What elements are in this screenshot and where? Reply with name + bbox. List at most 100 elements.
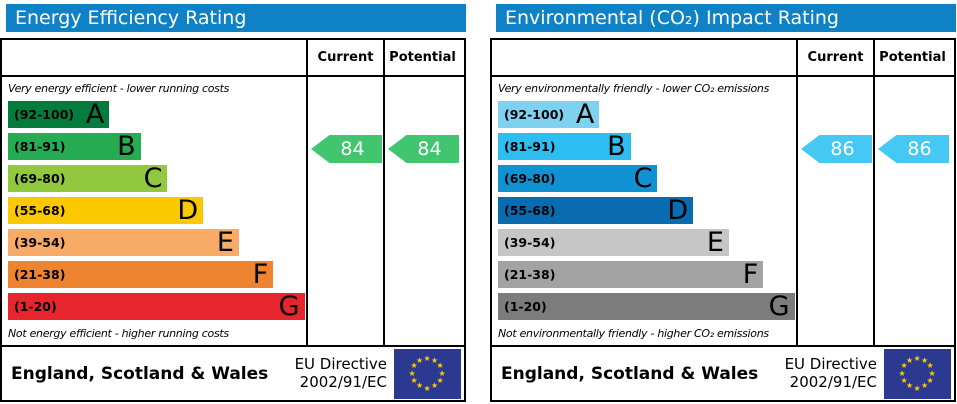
band-range-label: (81-91): [504, 139, 556, 154]
band-bar: (81-91) B: [8, 133, 141, 160]
band-letter: B: [117, 130, 136, 162]
band-letter: E: [706, 226, 724, 258]
band-letter: A: [575, 98, 595, 130]
band-row-b: (81-91) B: [498, 133, 796, 160]
eu-star-icon: ★: [416, 381, 424, 391]
eu-directive-line1: EU Directive: [784, 355, 877, 374]
eu-star-icon: ★: [410, 376, 418, 385]
band-letter: D: [667, 194, 689, 226]
chart-footer: England, Scotland & Wales EU Directive 2…: [492, 345, 954, 400]
eu-star-icon: ★: [416, 355, 424, 365]
eu-star-icon: ★: [438, 368, 446, 378]
band-letter: B: [607, 130, 626, 162]
band-row-a: (92-100) A: [8, 101, 306, 128]
environmental-impact-panel: Environmental (CO₂) Impact Rating Curren…: [490, 4, 956, 404]
eu-star-icon: ★: [408, 368, 416, 378]
band-bar: (81-91) B: [498, 133, 631, 160]
band-bar: (21-38) F: [8, 258, 274, 290]
band-letter: F: [742, 258, 759, 290]
potential-rating-arrow: 86: [878, 135, 949, 163]
band-row-f: (21-38) F: [8, 261, 306, 288]
current-rating-arrow: 86: [801, 135, 872, 163]
band-row-e: (39-54) E: [8, 229, 306, 256]
chart-body: Very energy efficient - lower running co…: [2, 77, 464, 345]
potential-column: 84: [383, 77, 460, 345]
eu-star-icon: ★: [926, 376, 934, 385]
band-bar: (92-100) A: [498, 98, 600, 130]
potential-rating-arrow: 84: [388, 135, 459, 163]
band-letter: E: [216, 226, 234, 258]
band-row-e: (39-54) E: [498, 229, 796, 256]
header-spacer: [492, 40, 796, 75]
potential-column-header: Potential: [383, 40, 460, 75]
eu-directive-line1: EU Directive: [294, 355, 387, 374]
header-spacer: [2, 40, 306, 75]
band-range-label: (81-91): [14, 139, 66, 154]
panel-title: Environmental (CO₂) Impact Rating: [496, 4, 956, 32]
band-range-label: (1-20): [504, 299, 547, 314]
band-letter: G: [278, 290, 300, 322]
band-row-b: (81-91) B: [8, 133, 306, 160]
eu-star-icon: ★: [906, 355, 914, 365]
current-rating-arrow: 84: [311, 135, 382, 163]
eu-flag: ★ ★ ★ ★ ★ ★ ★ ★ ★ ★ ★ ★: [884, 348, 951, 399]
band-bar: (39-54) E: [8, 229, 239, 256]
eu-star-icon: ★: [913, 383, 921, 393]
eu-star-icon: ★: [913, 353, 921, 363]
energy-efficiency-panel: Energy Efficiency Rating Current Potenti…: [0, 4, 466, 404]
band-bar: (55-68) D: [498, 194, 694, 226]
band-row-a: (92-100) A: [498, 101, 796, 128]
band-range-label: (1-20): [14, 299, 57, 314]
region-label: England, Scotland & Wales: [501, 363, 759, 384]
eu-star-icon: ★: [431, 355, 439, 365]
band-row-d: (55-68) D: [498, 197, 796, 224]
bottom-caption: Not environmentally friendly - higher CO…: [498, 327, 769, 340]
band-row-g: (1-20) G: [8, 293, 306, 320]
eu-star-icon: ★: [906, 381, 914, 391]
band-bar: (69-80) C: [498, 162, 658, 194]
band-letter: A: [85, 98, 105, 130]
band-bar: (92-100) A: [8, 98, 110, 130]
band-bars: (92-100) A (81-91) B (69-80) C (55-68) D (39-54)…: [498, 101, 796, 320]
band-row-g: (1-20) G: [498, 293, 796, 320]
current-column: 86: [796, 77, 873, 345]
top-caption: Very environmentally friendly - lower CO…: [498, 82, 770, 95]
bands-column: Very environmentally friendly - lower CO…: [492, 77, 796, 345]
potential-column: 86: [873, 77, 950, 345]
potential-column-header: Potential: [873, 40, 950, 75]
eu-star-icon: ★: [436, 361, 444, 370]
band-row-f: (21-38) F: [498, 261, 796, 288]
band-bar: (39-54) E: [498, 229, 729, 256]
top-caption: Very energy efficient - lower running co…: [8, 82, 230, 95]
eu-star-icon: ★: [898, 368, 906, 378]
band-row-c: (69-80) C: [498, 165, 796, 192]
eu-star-icon: ★: [926, 361, 934, 370]
region-label: England, Scotland & Wales: [11, 363, 269, 384]
eu-star-icon: ★: [921, 381, 929, 391]
band-letter: C: [143, 162, 163, 194]
rating-chart: Current Potential Very environmentally f…: [490, 38, 956, 402]
rating-chart: Current Potential Very energy efficient …: [0, 38, 466, 402]
band-letter: C: [633, 162, 653, 194]
band-bars: (92-100) A (81-91) B (69-80) C (55-68) D (39-54)…: [8, 101, 306, 320]
band-bar: (69-80) C: [8, 162, 168, 194]
band-bar: (1-20) G: [498, 293, 795, 320]
eu-star-icon: ★: [410, 361, 418, 370]
eu-directive-label: EU Directive 2002/91/EC: [784, 355, 877, 391]
band-range-label: (92-100): [504, 107, 565, 122]
band-bar: (21-38) F: [498, 258, 764, 290]
band-range-label: (21-38): [14, 267, 66, 282]
band-letter: F: [252, 258, 269, 290]
eu-star-icon: ★: [436, 376, 444, 385]
band-letter: D: [177, 194, 199, 226]
chart-footer: England, Scotland & Wales EU Directive 2…: [2, 345, 464, 400]
band-bar: (55-68) D: [8, 194, 204, 226]
band-range-label: (69-80): [14, 171, 66, 186]
eu-star-icon: ★: [921, 355, 929, 365]
chart-body: Very environmentally friendly - lower CO…: [492, 77, 954, 345]
band-range-label: (39-54): [14, 235, 66, 250]
band-range-label: (21-38): [504, 267, 556, 282]
current-column-header: Current: [306, 40, 383, 75]
band-row-c: (69-80) C: [8, 165, 306, 192]
